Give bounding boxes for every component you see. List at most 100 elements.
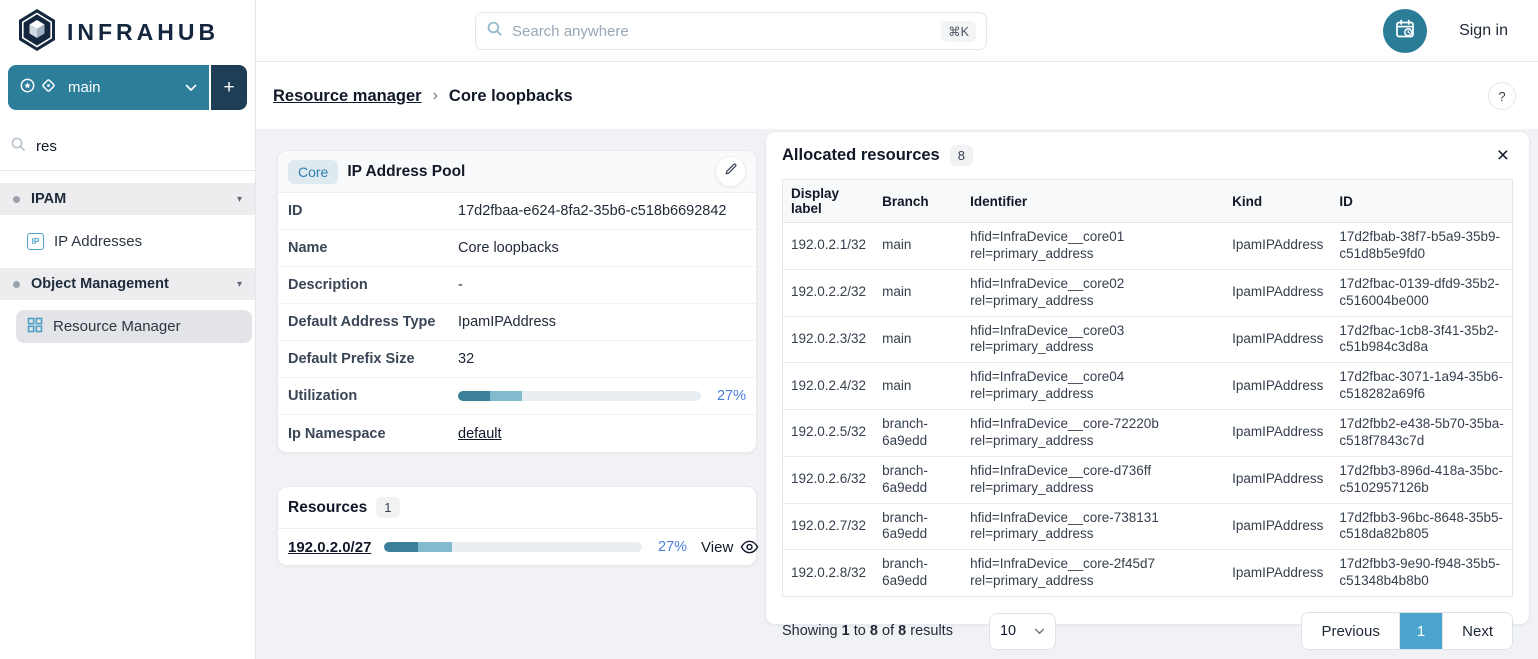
field-label: Default Prefix Size [288,351,415,367]
branch-name: main [68,79,101,96]
field-name: Name Core loopbacks [278,230,756,267]
field-value: Core loopbacks [458,240,559,256]
pagination: Showing 1 to 8 of 8 results 10 Previous … [782,612,1513,650]
resource-utilization-bar [384,542,642,552]
cell-display: 192.0.2.8/32 [782,549,875,597]
cell-id: 17d2fbb3-9e90-f948-35b5-c51348b4b8b0 [1331,549,1513,597]
branch-selector[interactable]: main [8,65,209,110]
pool-card-header: Core IP Address Pool [278,151,756,193]
cell-display: 192.0.2.6/32 [782,456,875,504]
sidebar-item-resource-manager[interactable]: Resource Manager [16,310,252,343]
cell-id: 17d2fbb3-96bc-8648-35b5-c518da82b805 [1331,503,1513,551]
view-link[interactable]: View [701,538,734,556]
column-header-kind: Kind [1224,179,1332,223]
table-row[interactable]: 192.0.2.7/32 branch-6a9edd hfid=InfraDev… [782,503,1513,551]
resources-count-badge: 1 [376,497,400,518]
field-label: ID [288,203,303,219]
resource-row: 192.0.2.0/27 27% View [278,529,759,565]
page-size-value: 10 [999,623,1017,639]
chevron-down-icon [185,79,197,96]
field-default-address-type: Default Address Type IpamIPAddress [278,304,756,341]
sidebar-item-ip-addresses[interactable]: IP IP Addresses [16,225,252,258]
field-description: Description - [278,267,756,304]
cell-id: 17d2fbb2-e438-5b70-35ba-c518f7843c7d [1331,409,1513,457]
field-label: Utilization [288,388,358,404]
cell-identifier: hfid=InfraDevice__core02 rel=primary_add… [962,269,1225,317]
table-row[interactable]: 192.0.2.8/32 branch-6a9edd hfid=InfraDev… [782,549,1513,597]
cell-identifier: hfid=InfraDevice__core-d736ff rel=primar… [962,456,1225,504]
cell-identifier: hfid=InfraDevice__core03 rel=primary_add… [962,316,1225,364]
bullet-icon [13,280,20,288]
utilization-percent: 27% [716,388,746,404]
content-area: Core IP Address Pool ID 17d2fbaa-e624-8f… [256,129,1538,659]
column-header-id: ID [1331,179,1513,223]
table-row[interactable]: 192.0.2.2/32 main hfid=InfraDevice__core… [782,269,1513,317]
utilization-bar-used [458,391,490,401]
table-row[interactable]: 192.0.2.3/32 main hfid=InfraDevice__core… [782,316,1513,364]
breadcrumb: Resource manager › Core loopbacks ? [256,63,1538,129]
topbar: Search anywhere ⌘K Sign in [256,0,1538,62]
cell-identifier: hfid=InfraDevice__core-72220b rel=primar… [962,409,1225,457]
chevron-down-icon: ▾ [236,278,242,290]
sidebar-filter[interactable] [0,123,255,171]
cell-kind: IpamIPAddress [1224,409,1332,457]
table-row[interactable]: 192.0.2.6/32 branch-6a9edd hfid=InfraDev… [782,456,1513,504]
cell-identifier: hfid=InfraDevice__core-2f45d7 rel=primar… [962,549,1225,597]
nav-group-object-management[interactable]: Object Management ▾ [0,268,255,300]
eye-icon[interactable] [740,540,759,554]
cell-display: 192.0.2.3/32 [782,316,875,364]
cell-id: 17d2fbac-3071-1a94-35b6-c518282a69f6 [1331,362,1513,410]
page-title: Core loopbacks [448,86,573,105]
utilization-bar [458,391,701,401]
edit-button[interactable] [715,156,746,187]
table-row[interactable]: 192.0.2.4/32 main hfid=InfraDevice__core… [782,362,1513,410]
cell-kind: IpamIPAddress [1224,362,1332,410]
table-row[interactable]: 192.0.2.5/32 branch-6a9edd hfid=InfraDev… [782,409,1513,457]
page-size-select[interactable]: 10 [988,612,1056,650]
prefix-link[interactable]: 192.0.2.0/27 [288,538,372,556]
nav-group-ipam[interactable]: IPAM ▾ [0,183,255,215]
pool-card: Core IP Address Pool ID 17d2fbaa-e624-8f… [277,150,757,453]
breadcrumb-parent-link[interactable]: Resource manager [273,86,422,105]
field-label: Name [288,240,328,256]
next-page-button[interactable]: Next [1442,613,1512,649]
add-branch-button[interactable]: + [211,65,247,110]
infrahub-logo-icon [17,8,57,57]
breadcrumb-separator-icon: › [432,87,438,104]
table-row[interactable]: 192.0.2.1/32 main hfid=InfraDevice__core… [782,222,1513,270]
ip-addresses-icon: IP [27,233,44,250]
global-search[interactable]: Search anywhere ⌘K [475,12,987,50]
help-icon[interactable]: ? [1488,82,1516,110]
close-icon[interactable]: × [1496,144,1509,167]
nav-group-label: Object Management [31,276,169,292]
field-utilization: Utilization 27% [278,378,756,415]
allocated-table: Display label Branch Identifier Kind ID … [782,179,1513,597]
field-label: Ip Namespace [288,425,386,442]
cell-kind: IpamIPAddress [1224,549,1332,597]
calendar-clock-icon [1394,18,1416,45]
results-summary: Showing 1 to 8 of 8 results [782,623,953,639]
brand[interactable]: INFRAHUB [0,0,255,56]
global-search-placeholder: Search anywhere [512,22,629,40]
previous-page-button[interactable]: Previous [1302,613,1399,649]
sidebar-nav: IPAM ▾ IP IP Addresses Object Management… [0,171,255,343]
ip-namespace-link[interactable]: default [458,425,502,442]
cell-branch: main [874,222,963,270]
cell-id: 17d2fbac-1cb8-3f41-35b2-c51b984c3d8a [1331,316,1513,364]
resource-manager-grid-icon [27,317,43,337]
column-header-display-label: Display label [782,179,875,223]
cell-identifier: hfid=InfraDevice__core01 rel=primary_add… [962,222,1225,270]
pool-detail-column: Core IP Address Pool ID 17d2fbaa-e624-8f… [277,150,759,566]
cell-branch: main [874,362,963,410]
topbar-right: Sign in [1383,0,1508,62]
schedule-avatar-button[interactable] [1383,9,1428,53]
cell-kind: IpamIPAddress [1224,456,1332,504]
chevron-down-icon [1034,623,1045,639]
sign-in-link[interactable]: Sign in [1459,22,1508,39]
cell-kind: IpamIPAddress [1224,316,1332,364]
field-default-prefix-size: Default Prefix Size 32 [278,341,756,378]
cell-id: 17d2fbb3-896d-418a-35bc-c5102957126b [1331,456,1513,504]
sidebar-filter-input[interactable] [36,138,236,155]
current-page-button[interactable]: 1 [1398,613,1443,649]
cell-display: 192.0.2.4/32 [782,362,875,410]
